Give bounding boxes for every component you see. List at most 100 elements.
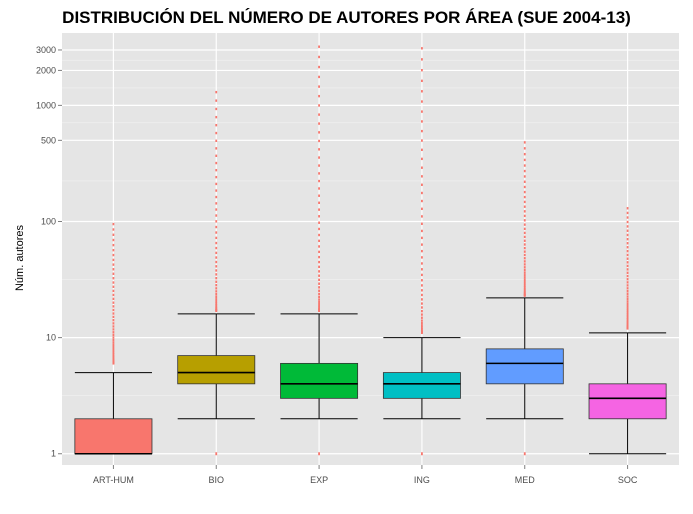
outlier-point [626, 257, 629, 260]
outlier-point [626, 322, 629, 325]
outlier-point [523, 141, 526, 144]
outlier-point [318, 187, 320, 190]
outlier-point [112, 341, 115, 344]
outlier-point [318, 179, 320, 183]
outlier-point [626, 314, 629, 318]
outlier-point [523, 286, 526, 289]
outlier-point [215, 90, 218, 94]
y-tick-label: 500 [41, 135, 56, 145]
outlier-point [626, 246, 629, 249]
outlier-point [523, 223, 526, 226]
outlier-point [112, 305, 115, 308]
outlier-point [523, 284, 526, 287]
outlier-point [421, 316, 423, 319]
outlier-point [626, 229, 629, 232]
box-exp [280, 45, 359, 456]
outlier-point [215, 202, 218, 205]
outlier-point [626, 211, 629, 215]
outlier-point [626, 216, 629, 219]
outlier-point [523, 250, 526, 253]
y-tick-label: 100 [41, 216, 56, 226]
outlier-point [421, 215, 423, 218]
outlier-point [215, 295, 218, 299]
outlier-point [215, 256, 218, 259]
outlier-point [421, 268, 423, 271]
outlier-point [215, 107, 218, 111]
outlier-point [421, 273, 423, 277]
outlier-point [318, 65, 320, 69]
outlier-point [421, 139, 423, 142]
y-tick-label: 2000 [36, 65, 56, 75]
x-axis-ticks: ART-HUM BIO EXP ING MED SOC [93, 465, 638, 485]
outlier-point [421, 79, 423, 83]
outlier-point [421, 256, 423, 259]
outlier-point [215, 298, 218, 301]
outlier-point [523, 231, 526, 235]
outlier-point [112, 281, 115, 284]
outlier-point [626, 292, 629, 296]
outlier-point [215, 246, 218, 250]
outlier-point [421, 329, 423, 332]
outlier-point [421, 326, 423, 329]
box-med [485, 141, 564, 456]
outlier-point [421, 90, 423, 93]
outlier-point [626, 309, 629, 312]
outlier-point [318, 295, 320, 299]
outlier-point [523, 175, 526, 178]
outlier-point [421, 236, 423, 240]
outlier-point [215, 161, 218, 165]
outlier-point [523, 276, 526, 279]
outlier-point [215, 168, 218, 172]
outlier-point [318, 172, 320, 175]
outlier-point [523, 263, 526, 266]
y-tick-label: 3000 [36, 45, 56, 55]
outlier-point [523, 260, 526, 263]
y-tick-label: 1 [51, 449, 56, 459]
outlier-point [112, 328, 115, 331]
outlier-point [112, 331, 115, 334]
outlier-point [215, 452, 218, 456]
outlier-point [318, 75, 320, 79]
outlier-point [421, 120, 423, 123]
outlier-point [215, 260, 218, 264]
outlier-point [318, 298, 320, 301]
outlier-point [215, 265, 218, 268]
outlier-point [318, 156, 320, 159]
outlier-point [215, 131, 218, 135]
outlier-point [523, 147, 526, 150]
outlier-point [523, 289, 526, 292]
outlier-point [318, 45, 320, 48]
outlier-point [215, 225, 218, 229]
outlier-point [626, 278, 629, 281]
outlier-point [112, 263, 115, 266]
outlier-point [318, 221, 320, 224]
outlier-point [215, 139, 218, 142]
outlier-point [421, 47, 423, 50]
outlier-point [626, 319, 629, 322]
outlier-point [318, 292, 320, 296]
outlier-point [523, 158, 526, 162]
outlier-point [421, 262, 423, 265]
iqr-box [280, 362, 359, 399]
outlier-point [318, 289, 320, 292]
outlier-point [626, 261, 629, 264]
outlier-point [112, 325, 115, 328]
outlier-point [421, 243, 423, 246]
outlier-point [318, 307, 320, 311]
outlier-point [421, 58, 423, 61]
outlier-point [421, 207, 423, 211]
box-art-hum [74, 222, 153, 455]
outlier-point [626, 281, 629, 284]
outlier-point [318, 278, 320, 282]
outlier-point [626, 268, 629, 271]
outlier-point [421, 302, 423, 305]
outlier-point [215, 214, 218, 217]
outlier-point [523, 235, 526, 239]
outlier-point [626, 305, 629, 308]
outlier-point [112, 243, 115, 247]
plot-panel [62, 33, 679, 465]
outlier-point [215, 182, 218, 186]
iqr-box [382, 372, 461, 399]
outlier-point [215, 175, 218, 179]
outlier-point [215, 154, 218, 157]
